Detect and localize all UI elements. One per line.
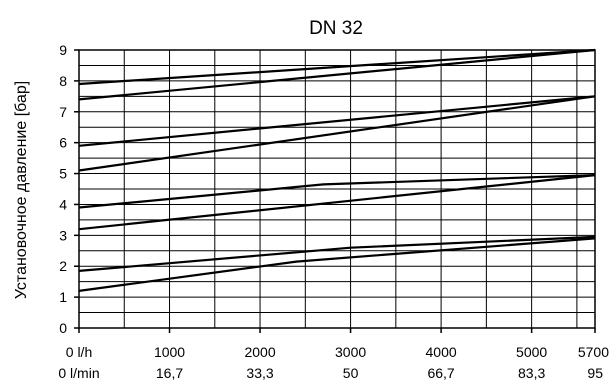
x-tick-label-secondary: 66,7 [427, 365, 454, 381]
x-tick-label-secondary: 83,3 [518, 365, 545, 381]
series-line-8 [78, 237, 596, 292]
y-tick-label: 1 [59, 289, 67, 305]
series-lines [78, 48, 596, 292]
series-line-2 [78, 48, 596, 101]
x-tick-label: 1000 [154, 344, 185, 360]
x-tick-label: 5000 [516, 344, 547, 360]
y-tick-label: 3 [59, 227, 67, 243]
y-tick-label: 5 [59, 166, 67, 182]
x-tick-label-secondary: 16,7 [156, 365, 183, 381]
y-tick-label: 8 [59, 73, 67, 89]
tick-labels: 0 1 2 3 4 5 6 7 8 9 0 l/h 1000 2000 3000 4000 5000 5700 0… [58, 42, 609, 381]
y-tick-label: 0 [59, 320, 67, 336]
x-tick-label: 2000 [244, 344, 275, 360]
series-line-3 [78, 95, 596, 147]
series-line-6 [78, 174, 596, 231]
y-tick-label: 2 [59, 258, 67, 274]
chart-title: DN 32 [309, 18, 363, 39]
x-tick-label: 4000 [426, 344, 457, 360]
plot-frame [78, 49, 596, 329]
series-line-4 [78, 95, 596, 172]
series-line-1 [78, 48, 596, 86]
x-tick-label-secondary: 95 [587, 365, 603, 381]
x-tick-label: 5700 [578, 344, 609, 360]
x-tick-label-secondary: 33,3 [246, 365, 273, 381]
series-line-7 [78, 235, 596, 272]
y-tick-label: 4 [59, 196, 67, 212]
y-tick-label: 7 [59, 104, 67, 120]
y-tick-label: 9 [59, 42, 67, 58]
x-tick-label: 0 l/h [66, 344, 92, 360]
series-line-5 [78, 174, 596, 209]
y-tick-label: 6 [59, 135, 67, 151]
grid [79, 50, 595, 328]
axes [74, 49, 596, 333]
x-tick-label-secondary: 50 [343, 365, 359, 381]
y-axis-label: Установочное давление [бар] [13, 81, 30, 299]
x-tick-label-secondary: 0 l/min [58, 365, 99, 381]
x-tick-label: 3000 [335, 344, 366, 360]
